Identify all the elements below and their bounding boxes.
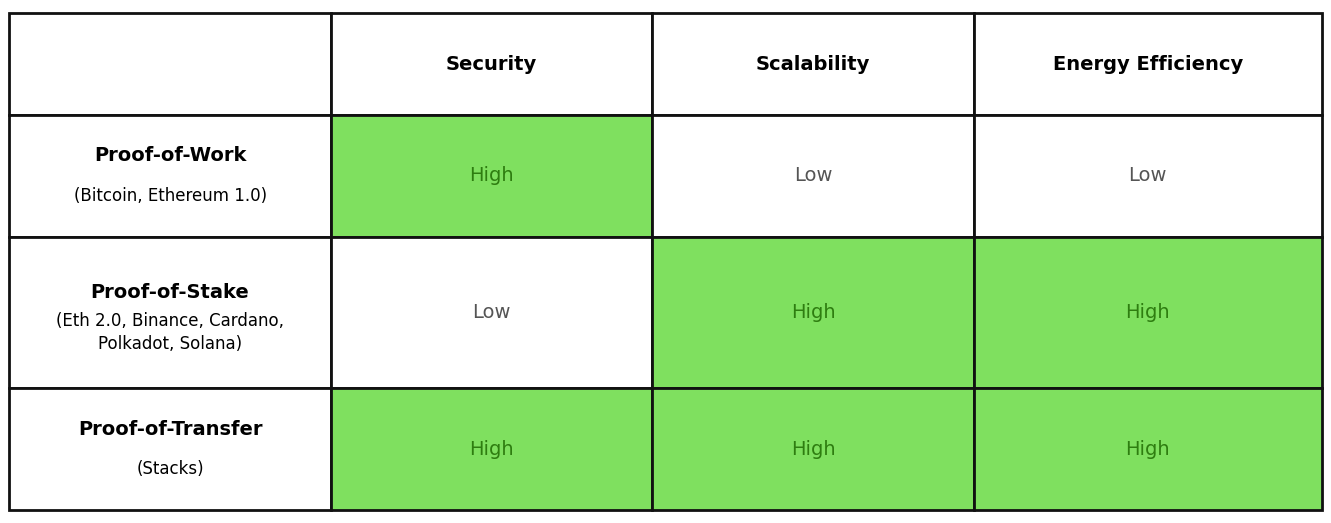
Bar <box>9 115 331 237</box>
Text: High: High <box>1126 303 1170 322</box>
Bar <box>9 388 331 510</box>
Text: High: High <box>1126 439 1170 459</box>
Bar <box>652 388 974 510</box>
Text: (Bitcoin, Ethereum 1.0): (Bitcoin, Ethereum 1.0) <box>73 187 266 204</box>
Text: (Eth 2.0, Binance, Cardano,
Polkadot, Solana): (Eth 2.0, Binance, Cardano, Polkadot, So… <box>56 312 284 353</box>
Text: High: High <box>470 439 514 459</box>
Bar <box>331 115 652 237</box>
Text: Low: Low <box>473 303 511 322</box>
Bar <box>974 115 1322 237</box>
Text: Low: Low <box>1129 166 1167 185</box>
Text: (Stacks): (Stacks) <box>136 460 204 478</box>
Text: Proof-of-Transfer: Proof-of-Transfer <box>77 419 262 439</box>
Bar <box>331 13 652 115</box>
Text: Proof-of-Work: Proof-of-Work <box>95 146 246 165</box>
Bar <box>9 237 331 388</box>
Bar <box>974 388 1322 510</box>
Text: High: High <box>791 303 836 322</box>
Bar <box>652 237 974 388</box>
Bar <box>331 237 652 388</box>
Bar <box>974 13 1322 115</box>
Text: High: High <box>470 166 514 185</box>
Bar <box>331 388 652 510</box>
Text: Energy Efficiency: Energy Efficiency <box>1053 54 1243 74</box>
Text: High: High <box>791 439 836 459</box>
Text: Proof-of-Stake: Proof-of-Stake <box>91 283 249 302</box>
Bar <box>652 115 974 237</box>
Text: Low: Low <box>793 166 832 185</box>
Bar <box>9 13 331 115</box>
Bar <box>974 237 1322 388</box>
Text: Scalability: Scalability <box>756 54 870 74</box>
Bar <box>652 13 974 115</box>
Text: Security: Security <box>446 54 538 74</box>
